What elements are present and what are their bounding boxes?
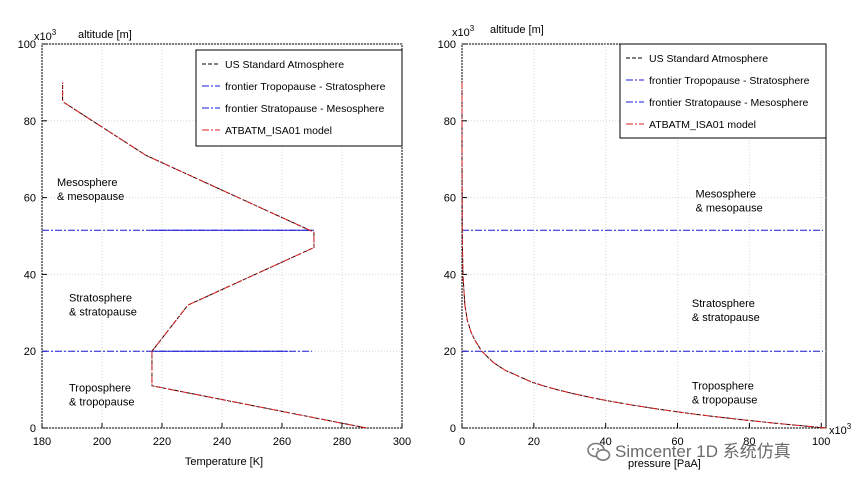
series-line-us-standard: [461, 82, 827, 429]
y-tick-labels: 0 20 40 60 80 100: [438, 39, 456, 435]
region-labels: Mesosphere & mesopause Stratosphere & strat…: [692, 189, 763, 407]
region-label: Troposphere & tropopause: [692, 381, 757, 407]
legend-label: frontier Tropopause - Stratosphere: [225, 81, 386, 93]
y-axis-label: altitude [m]: [78, 29, 132, 41]
y-tick-label: 60: [444, 193, 456, 205]
region-label: Stratosphere & stratopause: [69, 292, 137, 318]
x-tick-labels: 180 200 220 240 260 280 300: [33, 436, 411, 448]
y-tick-label: 80: [444, 116, 456, 128]
series-line-atbatm-model: [62, 82, 367, 429]
legend: US Standard Atmosphere frontier Tropopaus…: [195, 49, 403, 147]
legend-label: frontier Stratopause - Mesosphere: [649, 97, 808, 109]
y-tick-label: 20: [24, 346, 36, 358]
x-axis-label: Temperature [K]: [185, 456, 263, 468]
x-tick-label: 200: [93, 436, 111, 448]
y-tick-label: 0: [450, 423, 456, 435]
x-tick-label: 60: [671, 436, 683, 448]
y-tick-label: 40: [444, 269, 456, 281]
region-label: Mesosphere & mesopause: [57, 177, 124, 203]
y-multiplier: x103: [452, 24, 475, 39]
wechat-icon: [587, 442, 611, 461]
y-tick-label: 40: [24, 269, 36, 281]
legend-label: frontier Tropopause - Stratosphere: [649, 75, 810, 87]
y-multiplier: x103: [34, 28, 57, 43]
region-labels: Mesosphere & mesopause Stratosphere & strat…: [57, 177, 137, 408]
x-tick-label: 100: [812, 436, 830, 448]
legend: US Standard Atmosphere frontier Tropopaus…: [619, 43, 827, 139]
y-axis-label: altitude [m]: [490, 24, 544, 36]
x-tick-label: 300: [393, 436, 411, 448]
y-tick-label: 20: [444, 346, 456, 358]
series-line-atbatm-model: [461, 82, 827, 429]
y-tick-label: 100: [438, 39, 456, 51]
x-tick-label: 20: [528, 436, 540, 448]
y-tick-labels: 0 20 40 60 80 100: [18, 39, 36, 435]
x-tick-label: 40: [600, 436, 612, 448]
pressure-chart: 0 20 40 60 80 100 0 20 40 60 80 100 x103 altitude …: [438, 24, 852, 470]
x-tick-label: 280: [333, 436, 351, 448]
x-multiplier: x103: [829, 422, 852, 437]
y-tick-label: 0: [30, 423, 36, 435]
region-label: Mesosphere & mesopause: [696, 189, 763, 215]
y-tick-label: 80: [24, 116, 36, 128]
y-tick-label: 100: [18, 39, 36, 51]
x-tick-label: 180: [33, 436, 51, 448]
legend-box: [619, 43, 827, 139]
legend-label: ATBATM_ISA01 model: [649, 119, 756, 131]
data-series: [62, 82, 367, 429]
y-tick-label: 60: [24, 193, 36, 205]
frontier-lines: [42, 229, 314, 352]
x-tick-labels: 0 20 40 60 80 100: [459, 436, 830, 448]
legend-label: US Standard Atmosphere: [225, 59, 344, 71]
watermark: Simcenter 1D 系统仿真: [587, 442, 791, 461]
frontier-lines: [462, 229, 824, 352]
x-tick-label: 220: [153, 436, 171, 448]
region-label: Troposphere & tropopause: [69, 383, 134, 409]
region-label: Stratosphere & stratopause: [692, 298, 760, 324]
x-tick-label: 240: [213, 436, 231, 448]
x-tick-label: 260: [273, 436, 291, 448]
legend-label: US Standard Atmosphere: [649, 53, 768, 65]
x-axis-label: pressure [PaA]: [628, 458, 701, 470]
x-tick-label: 80: [743, 436, 755, 448]
legend-label: frontier Stratopause - Mesosphere: [225, 103, 384, 115]
x-tick-label: 0: [459, 436, 465, 448]
watermark-text: Simcenter 1D 系统仿真: [615, 442, 791, 461]
legend-box: [195, 49, 403, 147]
data-series: [461, 82, 827, 429]
legend-label: ATBATM_ISA01 model: [225, 125, 332, 137]
